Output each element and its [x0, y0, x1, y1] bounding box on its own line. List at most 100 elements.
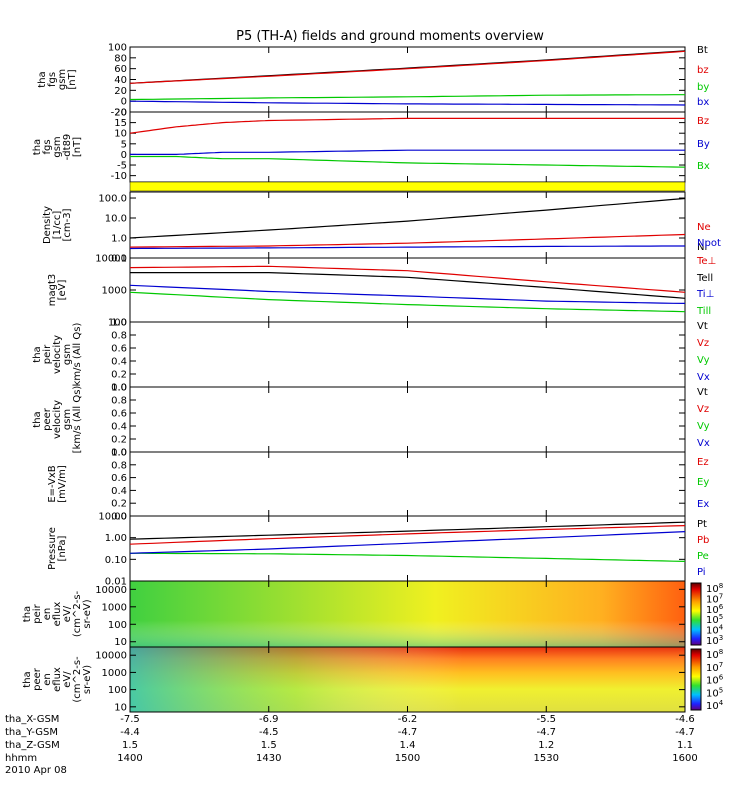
y-axis-label: [km/s (All Qs) [72, 386, 83, 454]
colorbar-tick-label: 104 [706, 699, 724, 712]
footer-value: 1.2 [538, 740, 554, 751]
y-axis-label: E=-VxB [47, 465, 58, 502]
y-tick-label: 0.1 [111, 254, 127, 265]
y-axis-label: [eV] [57, 280, 68, 301]
legend-label: Npot [697, 238, 721, 249]
footer-row-label: hhmm [5, 753, 37, 764]
y-tick-label: -10 [111, 171, 127, 182]
legend-label: Ne [697, 222, 711, 233]
y-tick-label: 10000 [95, 254, 127, 265]
y-axis-label: [nT] [72, 137, 83, 157]
y-axis-label: velocity [52, 335, 63, 374]
y-tick-label: 100 [108, 318, 127, 329]
colorbar-peir_en_eflux [690, 582, 702, 646]
series-line-Bt [129, 50, 686, 84]
footer-value: -5.5 [536, 714, 556, 725]
y-tick-label: 100 [108, 685, 127, 696]
legend-label: bz [697, 65, 709, 76]
y-tick-label: 10 [114, 637, 127, 648]
y-axis-label: gsm [57, 69, 68, 90]
footer-value: 1.4 [400, 740, 416, 751]
y-tick-label: 0.4 [111, 422, 127, 433]
y-tick-label: 1.0 [111, 448, 127, 459]
panel-frame [129, 257, 686, 323]
y-tick-label: 10.0 [105, 214, 127, 225]
series-line-bz [129, 50, 686, 84]
panel-efield: 1.00.8 0.6 0.4 0.2 0.0 E=-VxB [mV/m] Ez Ey Ex [47, 448, 709, 523]
y-tick-label: 10 [114, 702, 127, 713]
y-tick-label: 5 [121, 139, 127, 150]
y-tick-label: 0.2 [111, 435, 127, 446]
y-tick-label: 1.0 [111, 383, 127, 394]
y-tick-label: 0.4 [111, 486, 127, 497]
footer-value: -7.5 [120, 714, 140, 725]
y-tick-label: 40 [114, 75, 127, 86]
legend-label: Ti⊥ [696, 289, 714, 300]
series-line-Pt [129, 521, 686, 540]
footer-value: 1.1 [677, 740, 693, 751]
footer-value: -4.4 [120, 727, 140, 738]
series-line-Tell [130, 272, 686, 299]
legend-label: Pt [697, 519, 707, 530]
legend-label: Bx [697, 161, 710, 172]
footer-value: 1400 [117, 753, 142, 764]
footer-value: -4.6 [675, 714, 695, 725]
panel-frame [129, 111, 686, 183]
footer-row-label: 2010 Apr 08 [5, 765, 67, 776]
y-axis-label: sr-eV) [82, 665, 93, 694]
legend-label: Vt [697, 321, 708, 332]
legend-label: Pb [697, 535, 709, 546]
legend-label: Te⊥ [696, 256, 716, 267]
figure-title: P5 (TH-A) fields and ground moments over… [236, 29, 544, 44]
series-line-Ni [129, 197, 686, 239]
y-axis-label: fgs [47, 72, 58, 87]
legend-label: Pe [697, 551, 709, 562]
y-axis-label: peer [32, 667, 43, 691]
y-tick-label: -20 [111, 108, 127, 119]
legend-label: By [697, 139, 710, 150]
legend-label: Bz [697, 116, 709, 127]
footer-row-label: tha_Y-GSM [5, 727, 58, 738]
legend-label: Vz [697, 338, 709, 349]
y-tick-label: 0.6 [111, 344, 127, 355]
series-line-Te⊥ [129, 265, 686, 293]
legend-label: Tell [696, 273, 713, 284]
footer-value: -6.2 [398, 714, 418, 725]
legend-label: Pi [697, 567, 706, 578]
panel-peir_velocity: 1.0 0.8 0.6 0.4 0.2 0.0 tha peir velocity gsm km/s… [32, 318, 710, 394]
legend-label: Vx [697, 372, 710, 383]
series-line-Ne [129, 233, 686, 248]
series-line-Pb [129, 525, 686, 545]
y-axis-label: peir [42, 344, 53, 364]
y-tick-label: 20 [114, 108, 127, 119]
y-tick-label: 10.00 [98, 512, 127, 523]
series-line-By [130, 149, 685, 155]
y-tick-label: 0.10 [105, 555, 127, 566]
series-line-Pi [129, 531, 686, 554]
y-tick-label: 0.0 [111, 383, 127, 394]
y-axis-label: [nPa] [57, 535, 68, 561]
y-tick-label: 20 [114, 86, 127, 97]
y-tick-label: 1.00 [105, 533, 127, 544]
y-axis-label: eflux [52, 667, 63, 692]
series-line-Bx [130, 155, 686, 168]
footer-value: 1500 [395, 753, 420, 764]
y-tick-label: 100 [108, 43, 127, 54]
colorbar-tick-label: 106 [706, 674, 724, 687]
footer-value: -4.7 [398, 727, 418, 738]
y-axis-label: tha [22, 606, 33, 622]
colorbar-peer_en_eflux [690, 648, 702, 711]
legend-label: Bt [697, 45, 708, 56]
y-tick-label: 0 [121, 150, 127, 161]
y-tick-label: 0.8 [111, 460, 127, 471]
footer-value: -4.7 [675, 727, 695, 738]
colorbar-tick-label: 103 [706, 634, 723, 647]
series-line-Till [129, 291, 686, 313]
y-axis-label: fgs [42, 139, 53, 154]
panel-peer_velocity: 1.0 0.8 0.6 0.4 0.2 0.0 tha peer velocity gsm [km/… [32, 383, 710, 459]
series-line-Npot [129, 245, 685, 250]
